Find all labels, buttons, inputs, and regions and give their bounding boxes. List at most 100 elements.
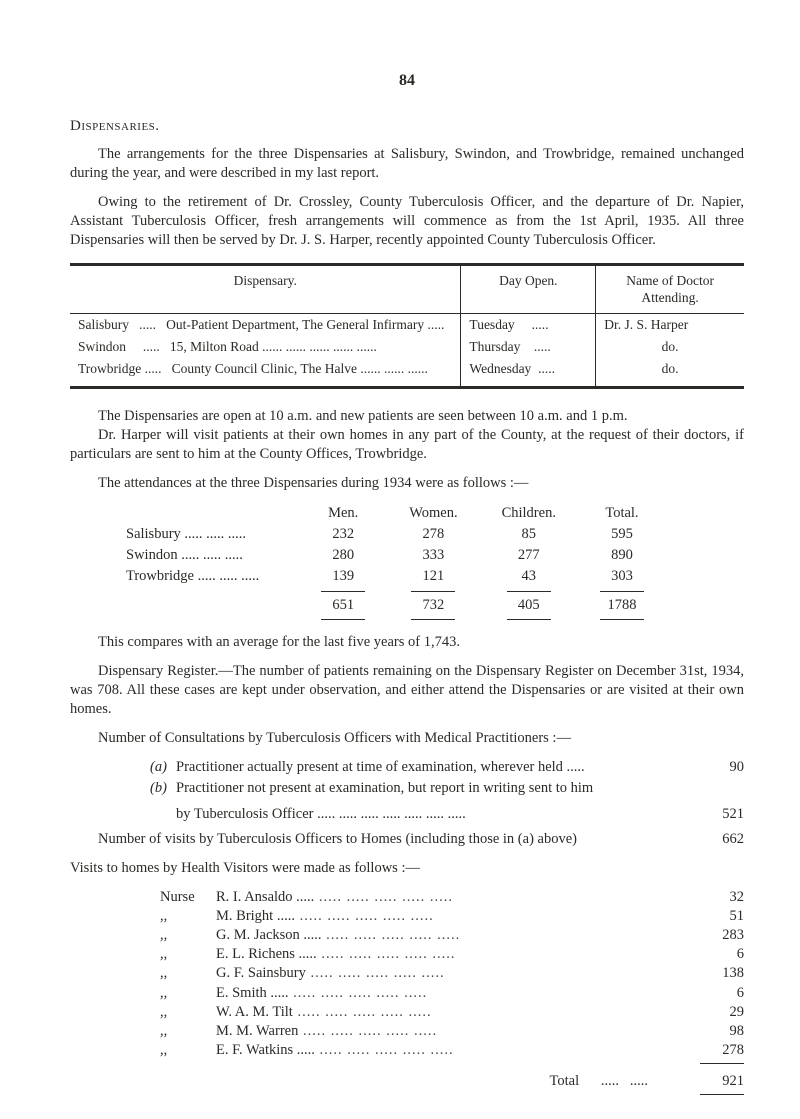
rule-icon <box>507 591 551 592</box>
desc-2: County Council Clinic, The Halve ...... … <box>172 361 428 376</box>
visit-name: E. F. Watkins ..... <box>216 1041 688 1060</box>
visit-prefix: ,, <box>160 1003 216 1022</box>
mid-paragraph-1: The Dispensaries are open at 10 a.m. and… <box>70 407 744 426</box>
stats-r0-m: 232 <box>299 524 387 545</box>
stats-r0-c: 85 <box>480 524 578 545</box>
rule-icon <box>411 591 455 592</box>
visit-val: 32 <box>688 888 744 907</box>
visit-prefix: ,, <box>160 1022 216 1041</box>
visit-val: 98 <box>688 1022 744 1041</box>
visit-val: 278 <box>688 1041 744 1060</box>
cell-dispensary-2: Trowbridge ..... County Council Clinic, … <box>70 358 461 387</box>
cell-day-2: Wednesday ..... <box>461 358 596 387</box>
compare-paragraph: This compares with an average for the la… <box>70 633 744 652</box>
visit-prefix: ,, <box>160 964 216 983</box>
cell-day-0: Tuesday ..... <box>461 314 596 336</box>
rule-icon <box>600 619 644 620</box>
th-day-open: Day Open. <box>461 264 596 314</box>
consultations-paragraph: Number of Consultations by Tuberculosis … <box>70 729 744 748</box>
stats-r0-t: 595 <box>578 524 666 545</box>
day-0: Tuesday <box>469 317 514 332</box>
heading-dispensaries: Dispensaries. <box>70 117 744 137</box>
visit-val: 6 <box>688 945 744 964</box>
day-2: Wednesday <box>469 361 531 376</box>
rule-icon <box>507 619 551 620</box>
sub-b-text: Practitioner not present at examination,… <box>176 779 700 798</box>
cell-dispensary-0: Salisbury ..... Out-Patient Department, … <box>70 314 461 336</box>
rule-icon <box>600 591 644 592</box>
stats-r2-w: 121 <box>387 566 479 587</box>
visit-prefix: ,, <box>160 984 216 1003</box>
consultations-sublist: (a) Practitioner actually present at tim… <box>150 758 744 798</box>
loc-0: Salisbury <box>78 317 129 332</box>
intro-paragraph-1: The arrangements for the three Dispensar… <box>70 145 744 183</box>
stats-r2-c: 43 <box>480 566 578 587</box>
dispensary-table: Dispensary. Day Open. Name of Doctor Att… <box>70 263 744 389</box>
visit-name: E. Smith ..... <box>216 984 688 1003</box>
stats-tot-c: 405 <box>480 595 578 616</box>
mid-paragraph-2: Dr. Harper will visit patients at their … <box>70 426 744 464</box>
stats-h1: Men. <box>299 503 387 524</box>
cell-day-1: Thursday ..... <box>461 336 596 358</box>
visit-prefix: ,, <box>160 926 216 945</box>
stats-r1-w: 333 <box>387 545 479 566</box>
th-doctor: Name of Doctor Attending. <box>596 264 744 314</box>
stats-r0-l: Salisbury ..... ..... ..... <box>126 524 299 545</box>
visit-prefix: ,, <box>160 1041 216 1060</box>
cell-doc-1: do. <box>596 336 744 358</box>
visit-name: E. L. Richens ..... <box>216 945 688 964</box>
sub-b-tag: (b) <box>150 779 176 798</box>
attendance-table: Men. Women. Children. Total. Salisbury .… <box>126 503 666 623</box>
rule-icon <box>411 619 455 620</box>
page-number: 84 <box>70 70 744 91</box>
stats-tot-w: 732 <box>387 595 479 616</box>
sub-a-val: 90 <box>700 758 744 777</box>
rule-icon <box>321 619 365 620</box>
visits-total-label: Total ..... ..... <box>550 1072 688 1091</box>
visit-val: 6 <box>688 984 744 1003</box>
visit-row: ,,M. M. Warren98 <box>160 1022 744 1041</box>
visit-name: R. I. Ansaldo ..... <box>216 888 688 907</box>
stats-r0-w: 278 <box>387 524 479 545</box>
visit-row: ,,M. Bright .....51 <box>160 907 744 926</box>
stats-h0 <box>126 503 299 524</box>
cell-doc-0: Dr. J. S. Harper <box>596 314 744 336</box>
visits-intro: Visits to homes by Health Visitors were … <box>70 859 744 878</box>
visit-row: ,,G. M. Jackson .....283 <box>160 926 744 945</box>
visit-name: W. A. M. Tilt <box>216 1003 688 1022</box>
visit-prefix: ,, <box>160 945 216 964</box>
sub-b-val: 521 <box>700 805 744 824</box>
stats-tot-m: 651 <box>299 595 387 616</box>
sub-a-tag: (a) <box>150 758 176 777</box>
visit-row: ,,E. F. Watkins .....278 <box>160 1041 744 1060</box>
sub-b-text2: by Tuberculosis Officer ..... ..... ....… <box>176 805 700 824</box>
page: 84 Dispensaries. The arrangements for th… <box>0 0 800 1119</box>
visit-val: 29 <box>688 1003 744 1022</box>
loc-2: Trowbridge <box>78 361 141 376</box>
visit-val: 138 <box>688 964 744 983</box>
visits-homes-text: Number of visits by Tuberculosis Officer… <box>98 830 700 849</box>
visits-total-val: 921 <box>688 1072 744 1091</box>
stats-r2-t: 303 <box>578 566 666 587</box>
intro-paragraph-2: Owing to the retirement of Dr. Crossley,… <box>70 193 744 250</box>
stats-r1-c: 277 <box>480 545 578 566</box>
stats-r1-l: Swindon ..... ..... ..... <box>126 545 299 566</box>
stats-r2-l: Trowbridge ..... ..... ..... <box>126 566 299 587</box>
visits-list: NurseR. I. Ansaldo .....32,,M. Bright ..… <box>160 888 744 1095</box>
stats-r1-m: 280 <box>299 545 387 566</box>
visit-name: M. Bright ..... <box>216 907 688 926</box>
rule-icon <box>700 1094 744 1095</box>
register-paragraph: Dispensary Register.—The number of patie… <box>70 662 744 719</box>
visit-row: NurseR. I. Ansaldo .....32 <box>160 888 744 907</box>
stats-tot-t: 1788 <box>578 595 666 616</box>
visit-prefix: Nurse <box>160 888 216 907</box>
mid-paragraph-3: The attendances at the three Dispensarie… <box>70 474 744 493</box>
visit-row: ,,G. F. Sainsbury138 <box>160 964 744 983</box>
visit-val: 283 <box>688 926 744 945</box>
cell-doc-2: do. <box>596 358 744 387</box>
rule-icon <box>700 1063 744 1064</box>
stats-h2: Women. <box>387 503 479 524</box>
day-1: Thursday <box>469 339 520 354</box>
sub-a-text: Practitioner actually present at time of… <box>176 758 700 777</box>
stats-h4: Total. <box>578 503 666 524</box>
